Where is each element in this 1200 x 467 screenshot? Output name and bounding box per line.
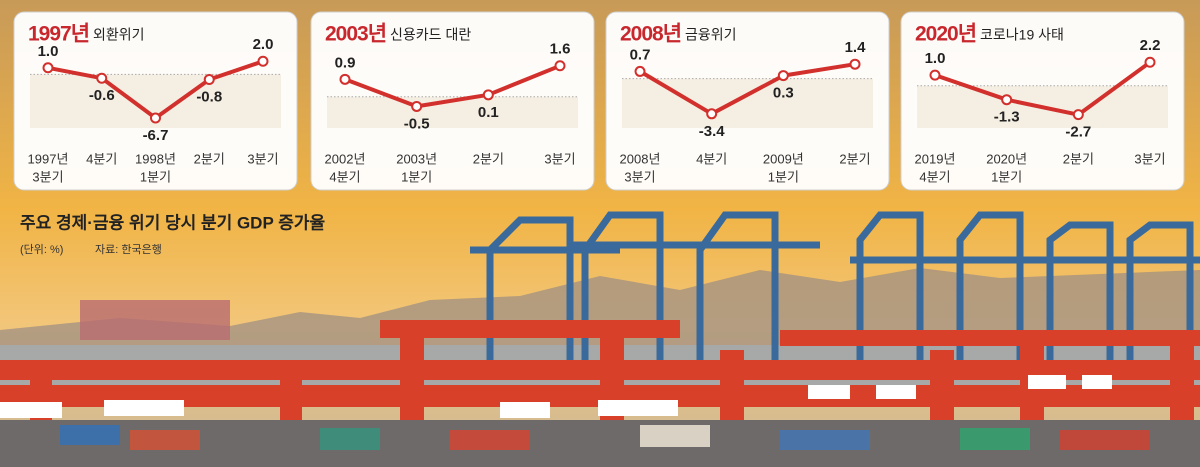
chart-subtitle: 코로나19 사태 <box>980 27 1064 43</box>
data-point <box>849 58 861 70</box>
x-tick-label: 4분기 <box>696 151 727 166</box>
value-label: 1.4 <box>845 39 867 56</box>
value-label: -6.7 <box>143 127 169 144</box>
value-label: -1.3 <box>994 109 1020 126</box>
data-point <box>203 74 215 86</box>
x-tick-label: 1998년 <box>135 151 176 166</box>
chart-subtitle: 금융위기 <box>685 27 737 43</box>
data-point <box>706 108 718 120</box>
data-point <box>1001 94 1013 106</box>
x-tick-label: 2009년 <box>763 151 804 166</box>
x-tick-label: 1분기 <box>991 169 1022 184</box>
value-label: 0.3 <box>773 85 794 102</box>
chart-subtitle: 외환위기 <box>93 27 145 43</box>
data-line <box>638 62 856 116</box>
value-label: 1.6 <box>550 41 571 58</box>
x-tick-label: 3분기 <box>624 169 655 184</box>
x-tick-label: 2008년 <box>620 151 661 166</box>
x-tick-label: 2분기 <box>473 151 504 166</box>
data-point <box>339 73 351 85</box>
data-point <box>96 72 108 84</box>
data-point <box>42 62 54 74</box>
value-label: 1.0 <box>38 43 59 60</box>
data-point <box>1144 56 1156 68</box>
value-label: -0.5 <box>404 115 430 132</box>
data-point <box>1072 109 1084 121</box>
data-line <box>934 60 1152 117</box>
value-label: 1.0 <box>925 50 946 67</box>
data-point <box>777 70 789 82</box>
value-label: 0.7 <box>630 46 651 63</box>
source-note: 자료: 한국은행 <box>95 243 162 256</box>
x-tick-label: 2020년 <box>986 151 1027 166</box>
x-tick-label: 3분기 <box>1134 151 1165 166</box>
chart-title: 2008년 <box>620 23 681 46</box>
data-point <box>554 60 566 72</box>
x-tick-label: 3분기 <box>247 151 278 166</box>
data-point <box>150 112 161 124</box>
chart-subtitle: 신용카드 대란 <box>390 27 471 43</box>
value-label: 0.1 <box>478 104 499 121</box>
x-tick-label: 1997년 <box>28 151 69 166</box>
x-tick-label: 2002년 <box>325 151 366 166</box>
value-label: -0.6 <box>89 87 115 104</box>
value-label: 2.0 <box>253 36 274 53</box>
data-point <box>257 55 269 67</box>
x-tick-label: 1분기 <box>401 169 432 184</box>
below-zero-area <box>622 78 873 128</box>
chart-title: 2020년 <box>915 23 976 46</box>
x-tick-label: 4분기 <box>919 169 950 184</box>
x-tick-label: 2분기 <box>1063 151 1094 166</box>
x-tick-label: 3분기 <box>544 151 575 166</box>
x-tick-label: 2019년 <box>915 151 956 166</box>
x-tick-label: 4분기 <box>329 169 360 184</box>
data-point <box>929 69 941 81</box>
data-point <box>482 89 494 101</box>
value-label: -2.7 <box>1065 124 1091 141</box>
value-label: 0.9 <box>335 54 356 71</box>
data-point <box>634 65 646 77</box>
chart-title: 1997년 <box>28 23 89 46</box>
x-tick-label: 1분기 <box>140 169 171 184</box>
x-tick-label: 2분기 <box>839 151 870 166</box>
x-tick-label: 2분기 <box>194 151 225 166</box>
chart-title: 2003년 <box>325 23 386 46</box>
value-label: -0.8 <box>196 89 222 106</box>
x-tick-label: 4분기 <box>86 151 117 166</box>
x-tick-label: 3분기 <box>32 169 63 184</box>
main-title: 주요 경제·금융 위기 당시 분기 GDP 증가율 <box>20 213 325 232</box>
x-tick-label: 2003년 <box>396 151 437 166</box>
data-point <box>411 100 423 112</box>
x-tick-label: 1분기 <box>768 169 799 184</box>
containers <box>0 420 1200 467</box>
value-label: 2.2 <box>1140 37 1161 54</box>
unit-note: (단위: %) <box>20 243 63 256</box>
value-label: -3.4 <box>699 123 726 140</box>
data-line <box>344 63 561 109</box>
